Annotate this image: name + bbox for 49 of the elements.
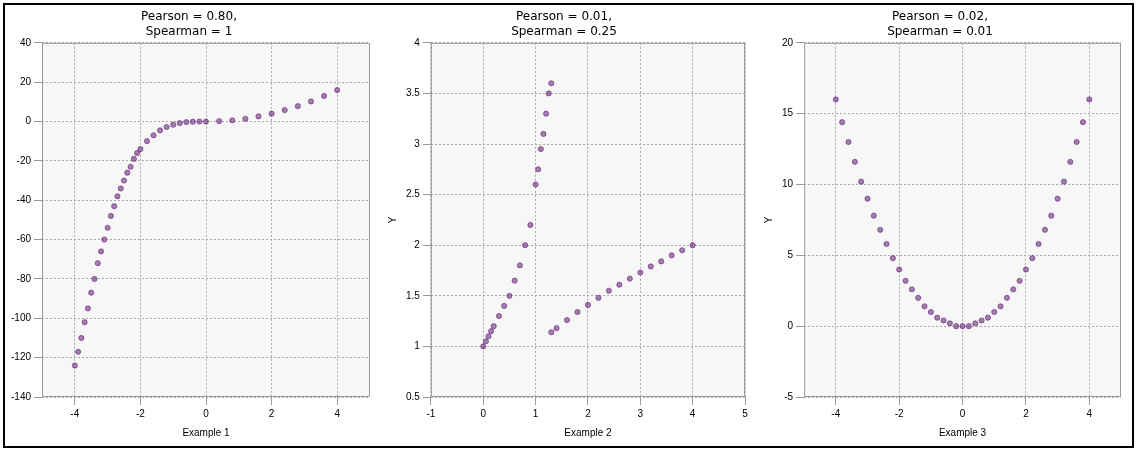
x-tick-label: 5 <box>742 407 749 419</box>
x-tick-label: 0 <box>480 407 487 419</box>
x-tick-label: 4 <box>690 407 697 419</box>
y-tick-label: 3.5 <box>406 87 421 99</box>
y-tick-label: -60 <box>16 233 32 245</box>
y-tick-label: -120 <box>10 351 32 363</box>
y-tick-label: 2.5 <box>406 188 421 200</box>
y-tick-label: -100 <box>10 312 32 324</box>
y-tick-label: 10 <box>782 178 794 190</box>
y-axis-title: Y <box>762 216 774 224</box>
y-tick-label: 20 <box>782 36 794 48</box>
y-tick-label: -20 <box>16 154 32 166</box>
x-tick-label: 0 <box>203 407 210 419</box>
y-tick-label: -40 <box>16 193 32 205</box>
y-tick-label: 3 <box>414 137 421 149</box>
y-tick-label: 20 <box>19 75 32 87</box>
x-tick-label: 4 <box>334 407 341 419</box>
chart-title: Pearson = 0.80, Spearman = 1 <box>140 9 237 38</box>
y-tick-label: 5 <box>787 249 794 261</box>
x-tick-label: 4 <box>1086 407 1093 419</box>
x-tick-label: 1 <box>533 407 540 419</box>
x-axis-title: Example 2 <box>564 426 613 438</box>
y-tick-label: -140 <box>10 390 32 402</box>
y-tick-label: -80 <box>16 272 32 284</box>
chart-title: Pearson = 0.02, Spearman = 0.01 <box>887 9 994 38</box>
y-axis-title: Y <box>387 216 399 224</box>
x-axis-title: Example 1 <box>182 426 230 438</box>
y-tick-label: 1 <box>414 340 421 352</box>
x-tick-label: -4 <box>831 407 841 419</box>
x-tick-label: 0 <box>959 407 966 419</box>
y-tick-label: 15 <box>782 107 794 119</box>
y-tick-label: 1.5 <box>406 289 421 301</box>
y-tick-label: 0 <box>787 319 794 331</box>
y-tick-label: 4 <box>414 36 421 48</box>
x-tick-label: -2 <box>894 407 905 419</box>
x-axis-title: Example 3 <box>939 426 987 438</box>
chart-title: Pearson = 0.01, Spearman = 0.25 <box>511 9 618 38</box>
x-tick-label: 2 <box>585 407 592 419</box>
y-tick-label: -5 <box>784 390 794 402</box>
y-tick-label: 0.5 <box>406 390 421 402</box>
x-tick-label: 2 <box>1023 407 1030 419</box>
x-tick-label: -2 <box>135 407 146 419</box>
x-tick-label: -1 <box>426 407 437 419</box>
y-tick-label: 2 <box>414 238 421 250</box>
x-tick-label: 2 <box>268 407 275 419</box>
x-tick-label: -4 <box>70 407 80 419</box>
y-tick-label: 0 <box>25 115 32 127</box>
x-tick-label: 3 <box>638 407 644 419</box>
y-tick-label: 40 <box>19 36 32 48</box>
